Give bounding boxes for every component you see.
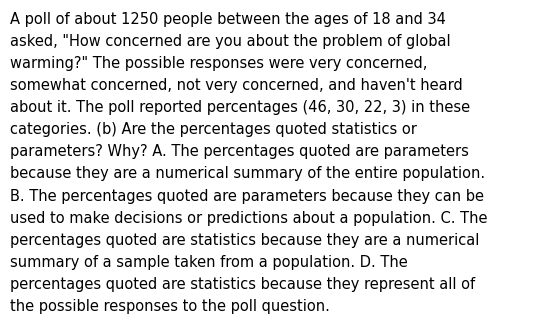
Text: asked, "How concerned are you about the problem of global: asked, "How concerned are you about the … [10,34,451,49]
Text: percentages quoted are statistics because they represent all of: percentages quoted are statistics becaus… [10,277,475,292]
Text: percentages quoted are statistics because they are a numerical: percentages quoted are statistics becaus… [10,233,479,248]
Text: somewhat concerned, not very concerned, and haven't heard: somewhat concerned, not very concerned, … [10,78,463,93]
Text: categories. (b) Are the percentages quoted statistics or: categories. (b) Are the percentages quot… [10,122,417,137]
Text: about it. The poll reported percentages (46, 30, 22, 3) in these: about it. The poll reported percentages … [10,100,470,115]
Text: B. The percentages quoted are parameters because they can be: B. The percentages quoted are parameters… [10,189,484,204]
Text: warming?" The possible responses were very concerned,: warming?" The possible responses were ve… [10,56,427,71]
Text: because they are a numerical summary of the entire population.: because they are a numerical summary of … [10,166,485,182]
Text: A poll of about 1250 people between the ages of 18 and 34: A poll of about 1250 people between the … [10,12,446,27]
Text: summary of a sample taken from a population. D. The: summary of a sample taken from a populat… [10,255,408,270]
Text: used to make decisions or predictions about a population. C. The: used to make decisions or predictions ab… [10,211,488,226]
Text: parameters? Why? A. The percentages quoted are parameters: parameters? Why? A. The percentages quot… [10,144,469,159]
Text: the possible responses to the poll question.: the possible responses to the poll quest… [10,299,330,314]
